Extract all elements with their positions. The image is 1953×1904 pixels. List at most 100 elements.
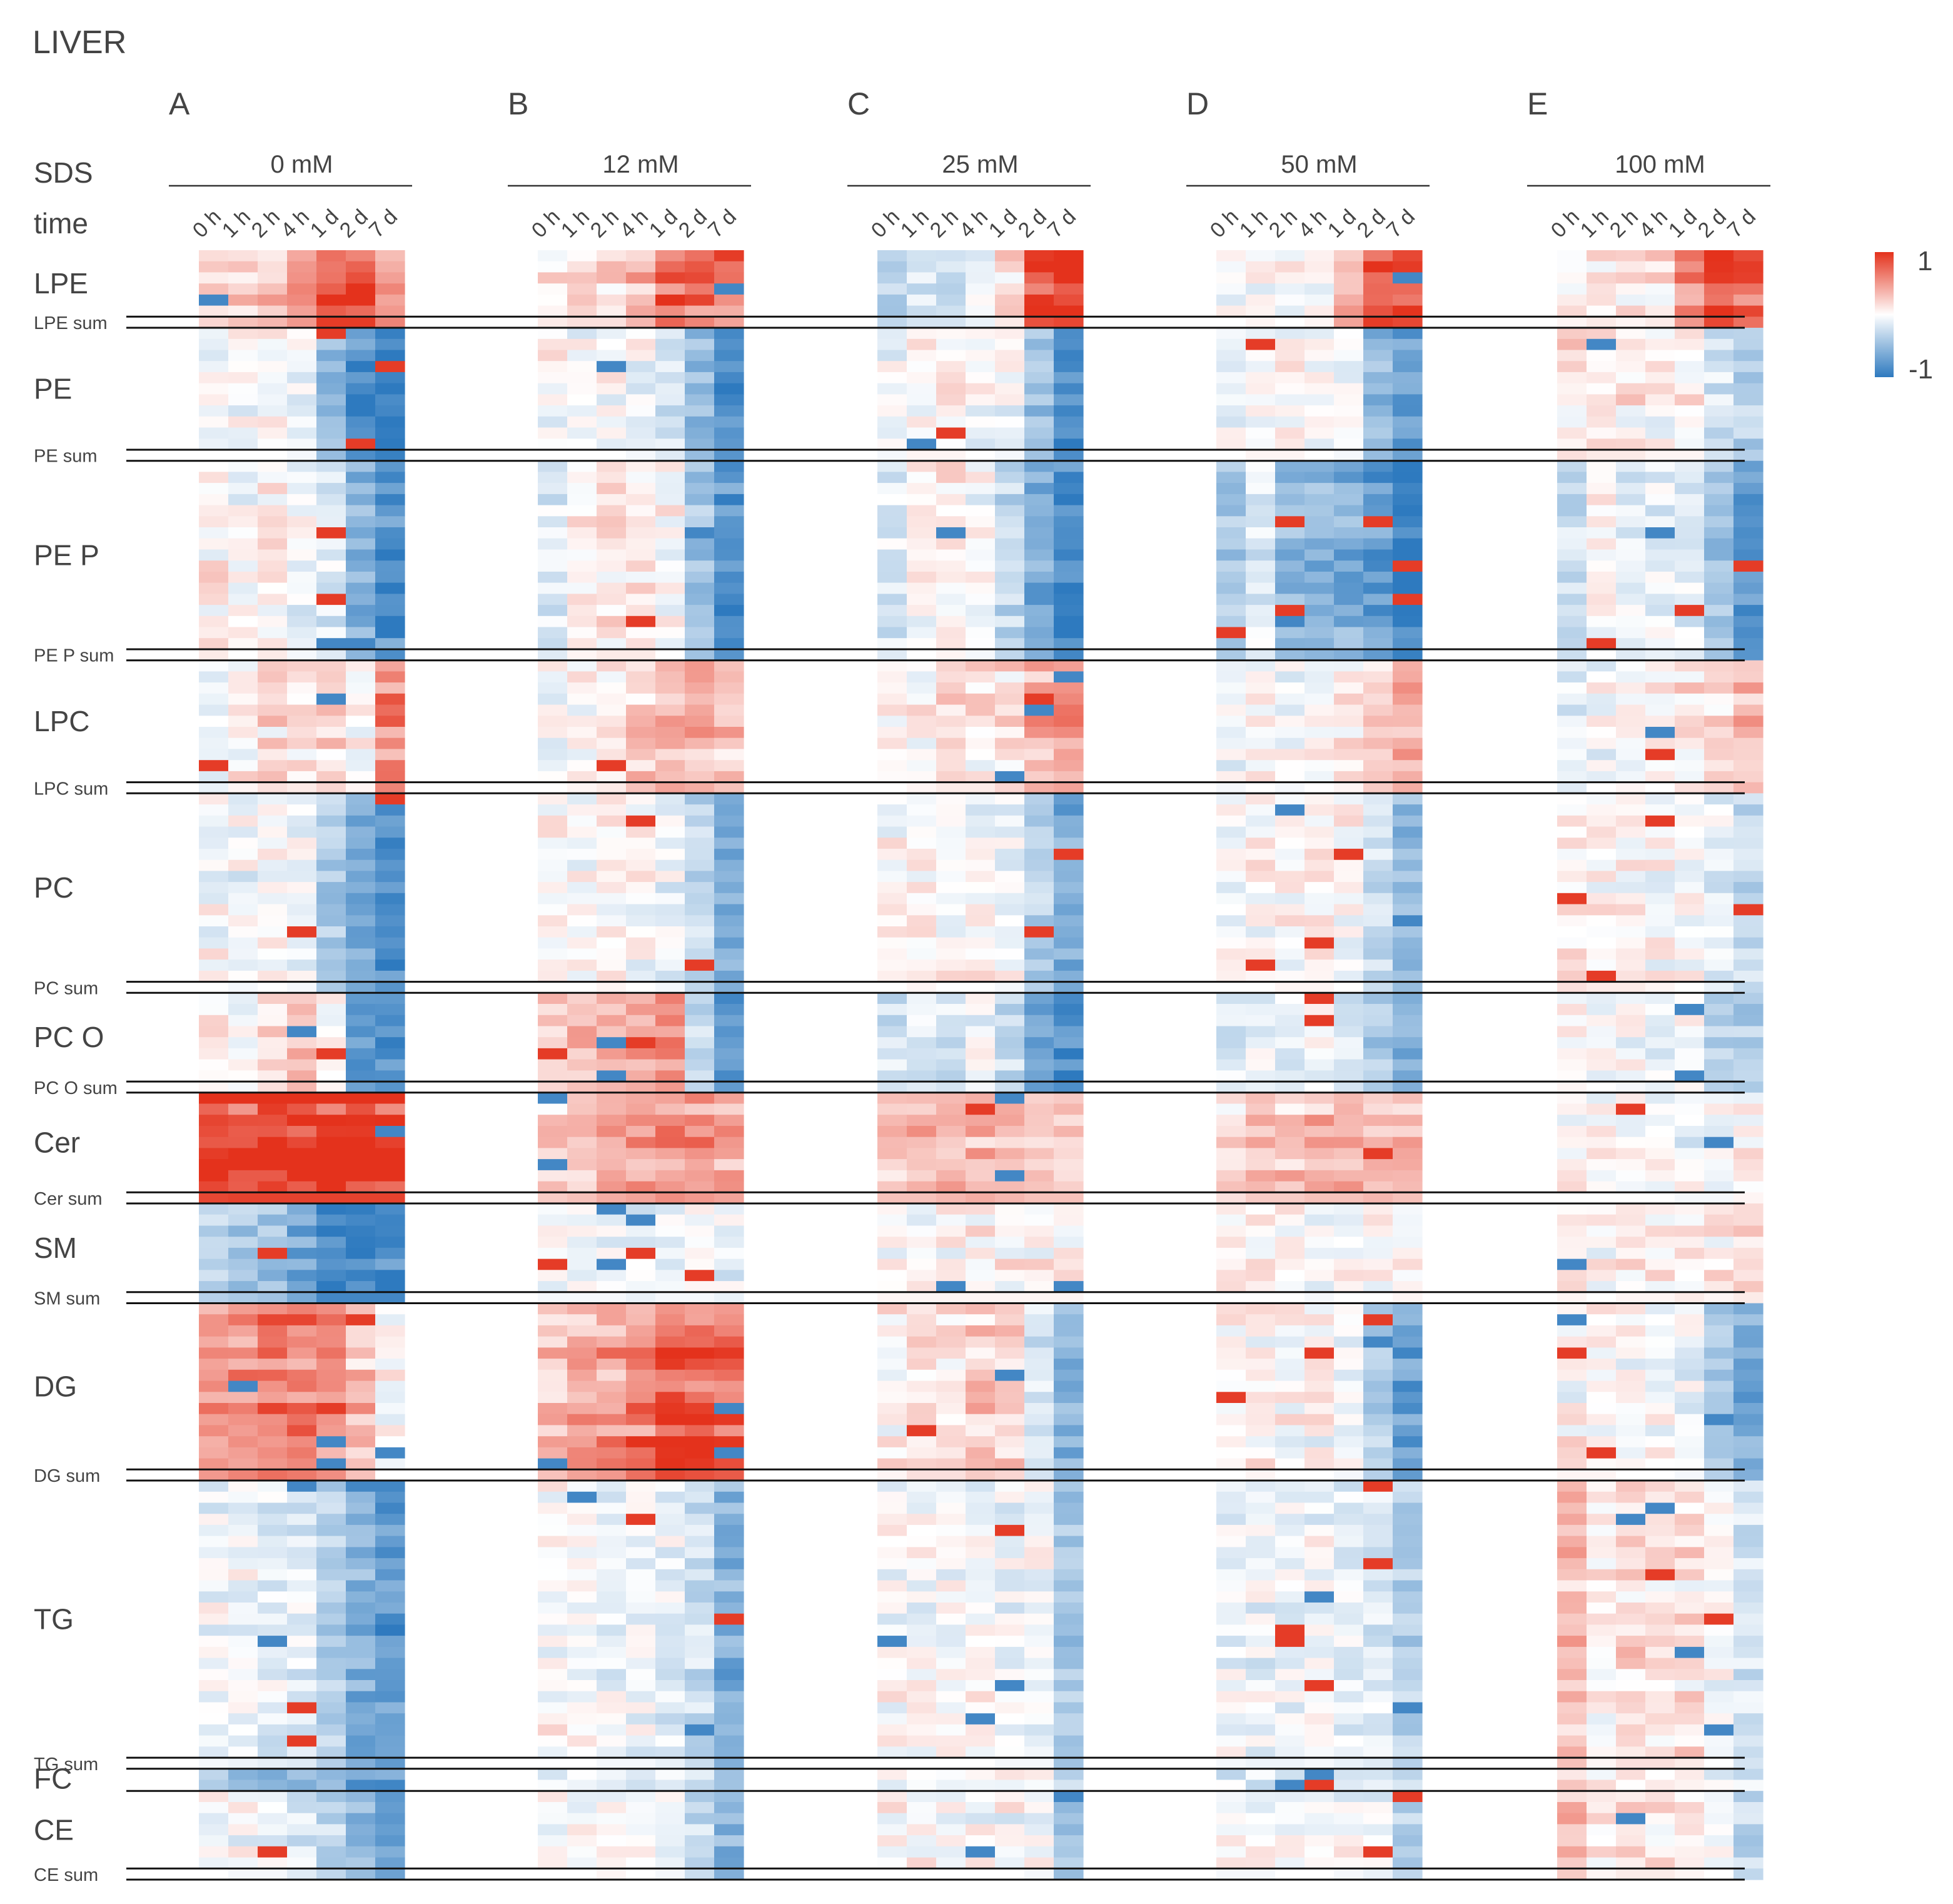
- heatmap-cell: [228, 594, 258, 605]
- heatmap-cell: [1587, 582, 1617, 594]
- heatmap-cell: [1054, 649, 1084, 661]
- heatmap-cell: [1334, 915, 1364, 927]
- heatmap-cell: [1645, 671, 1675, 683]
- heatmap-cell: [1275, 472, 1305, 484]
- heatmap-cell: [228, 1270, 258, 1282]
- heatmap-cell: [538, 250, 568, 262]
- heatmap-cell: [877, 372, 907, 384]
- heatmap-cell: [597, 838, 627, 849]
- heatmap-cell: [907, 505, 937, 517]
- heatmap-cell: [1675, 1536, 1705, 1547]
- heatmap-cell: [626, 1458, 656, 1470]
- heatmap-cell: [1216, 1148, 1246, 1160]
- heatmap-cell: [1645, 1258, 1675, 1270]
- heatmap-cell: [936, 838, 966, 849]
- heatmap-cell: [1246, 771, 1276, 783]
- heatmap-cell: [1246, 1314, 1276, 1326]
- heatmap-cell: [1216, 1603, 1246, 1614]
- heatmap-cell: [655, 615, 685, 628]
- heatmap-cell: [1054, 338, 1084, 351]
- heatmap-cell: [995, 1192, 1025, 1204]
- heatmap-cell: [1704, 505, 1734, 517]
- heatmap-cell: [907, 1603, 937, 1614]
- heatmap-cell: [1334, 704, 1364, 716]
- heatmap-cell: [714, 1613, 744, 1626]
- heatmap-cell: [1024, 1192, 1054, 1204]
- heatmap-cell: [995, 1115, 1025, 1127]
- heatmap-cell: [199, 1547, 229, 1559]
- heatmap-cell: [199, 1281, 229, 1293]
- heatmap-cell: [1246, 549, 1276, 561]
- heatmap-cell: [258, 1414, 288, 1426]
- heatmap-cell: [995, 1103, 1025, 1115]
- heatmap-cell: [1557, 1813, 1587, 1825]
- heatmap-cell: [1557, 1680, 1587, 1692]
- heatmap-cell: [1675, 527, 1705, 539]
- heatmap-cell: [685, 838, 715, 849]
- heatmap-cell: [287, 549, 317, 561]
- heatmap-cell: [1024, 1281, 1054, 1293]
- heatmap-cell: [877, 438, 907, 450]
- heatmap-cell: [714, 782, 744, 794]
- heatmap-cell: [995, 737, 1025, 750]
- heatmap-cell: [877, 1004, 907, 1016]
- heatmap-cell: [966, 1059, 996, 1071]
- heatmap-cell: [375, 1015, 405, 1027]
- heatmap-cell: [199, 1502, 229, 1514]
- heatmap-cell: [1054, 1802, 1084, 1814]
- heatmap-cell: [907, 993, 937, 1005]
- heatmap-cell: [199, 1070, 229, 1082]
- heatmap-cell: [228, 1037, 258, 1049]
- heatmap-cell: [685, 582, 715, 594]
- heatmap-cell: [538, 1314, 568, 1326]
- heatmap-cell: [877, 760, 907, 772]
- heatmap-cell: [995, 981, 1025, 993]
- heatmap-cell: [626, 671, 656, 683]
- heatmap-cell: [1246, 1580, 1276, 1592]
- heatmap-cell: [1024, 948, 1054, 960]
- heatmap-cell: [1616, 283, 1646, 295]
- heatmap-cell: [1557, 1791, 1587, 1803]
- heatmap-cell: [1024, 1115, 1054, 1127]
- heatmap-cell: [375, 405, 405, 417]
- heatmap-cell: [685, 1636, 715, 1648]
- heatmap-cell: [877, 294, 907, 306]
- heatmap-cell: [966, 1037, 996, 1049]
- heatmap-cell: [1024, 1103, 1054, 1115]
- heatmap-cell: [316, 1380, 346, 1392]
- heatmap-cell: [1616, 1758, 1646, 1770]
- heatmap-cell: [346, 904, 376, 916]
- heatmap-cell: [228, 383, 258, 395]
- heatmap-cell: [1704, 1203, 1734, 1215]
- heatmap-cell: [714, 1447, 744, 1459]
- heatmap-cell: [375, 1336, 405, 1349]
- heatmap-cell: [995, 1802, 1025, 1814]
- heatmap-cell: [714, 1192, 744, 1204]
- heatmap-cell: [1704, 848, 1734, 861]
- heatmap-cell: [1216, 305, 1246, 317]
- heatmap-cell: [287, 638, 317, 650]
- heatmap-cell: [1733, 1148, 1764, 1160]
- heatmap-cell: [995, 926, 1025, 938]
- heatmap-cell: [346, 472, 376, 484]
- heatmap-cell: [258, 1092, 288, 1105]
- heatmap-cell: [1675, 571, 1705, 584]
- heatmap-cell: [1054, 560, 1084, 572]
- heatmap-cell: [966, 1724, 996, 1736]
- heatmap-cell: [538, 438, 568, 450]
- heatmap-cell: [936, 1469, 966, 1481]
- heatmap-cell: [1675, 1115, 1705, 1127]
- heatmap-cell: [966, 848, 996, 861]
- heatmap-cell: [936, 1702, 966, 1714]
- heatmap-cell: [287, 1658, 317, 1669]
- heatmap-cell: [1393, 1691, 1423, 1703]
- heatmap-cell: [346, 1092, 376, 1105]
- heatmap-cell: [258, 1137, 288, 1149]
- heatmap-cell: [287, 338, 317, 351]
- heatmap-cell: [1216, 1214, 1246, 1227]
- heatmap-cell: [1393, 1303, 1423, 1315]
- heatmap-cell: [1024, 1270, 1054, 1282]
- heatmap-cell: [1645, 1702, 1675, 1714]
- heatmap-cell: [1275, 782, 1305, 794]
- heatmap-cell: [1704, 660, 1734, 672]
